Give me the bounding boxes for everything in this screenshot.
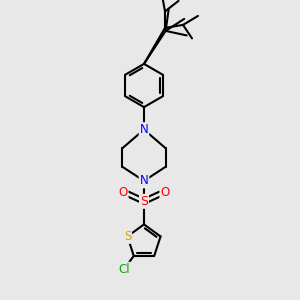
Text: S: S (124, 230, 131, 243)
Text: O: O (118, 186, 127, 199)
Text: O: O (160, 186, 169, 199)
Text: S: S (140, 195, 148, 208)
Text: N: N (140, 174, 148, 188)
Text: N: N (140, 123, 148, 136)
Text: Cl: Cl (118, 263, 130, 276)
